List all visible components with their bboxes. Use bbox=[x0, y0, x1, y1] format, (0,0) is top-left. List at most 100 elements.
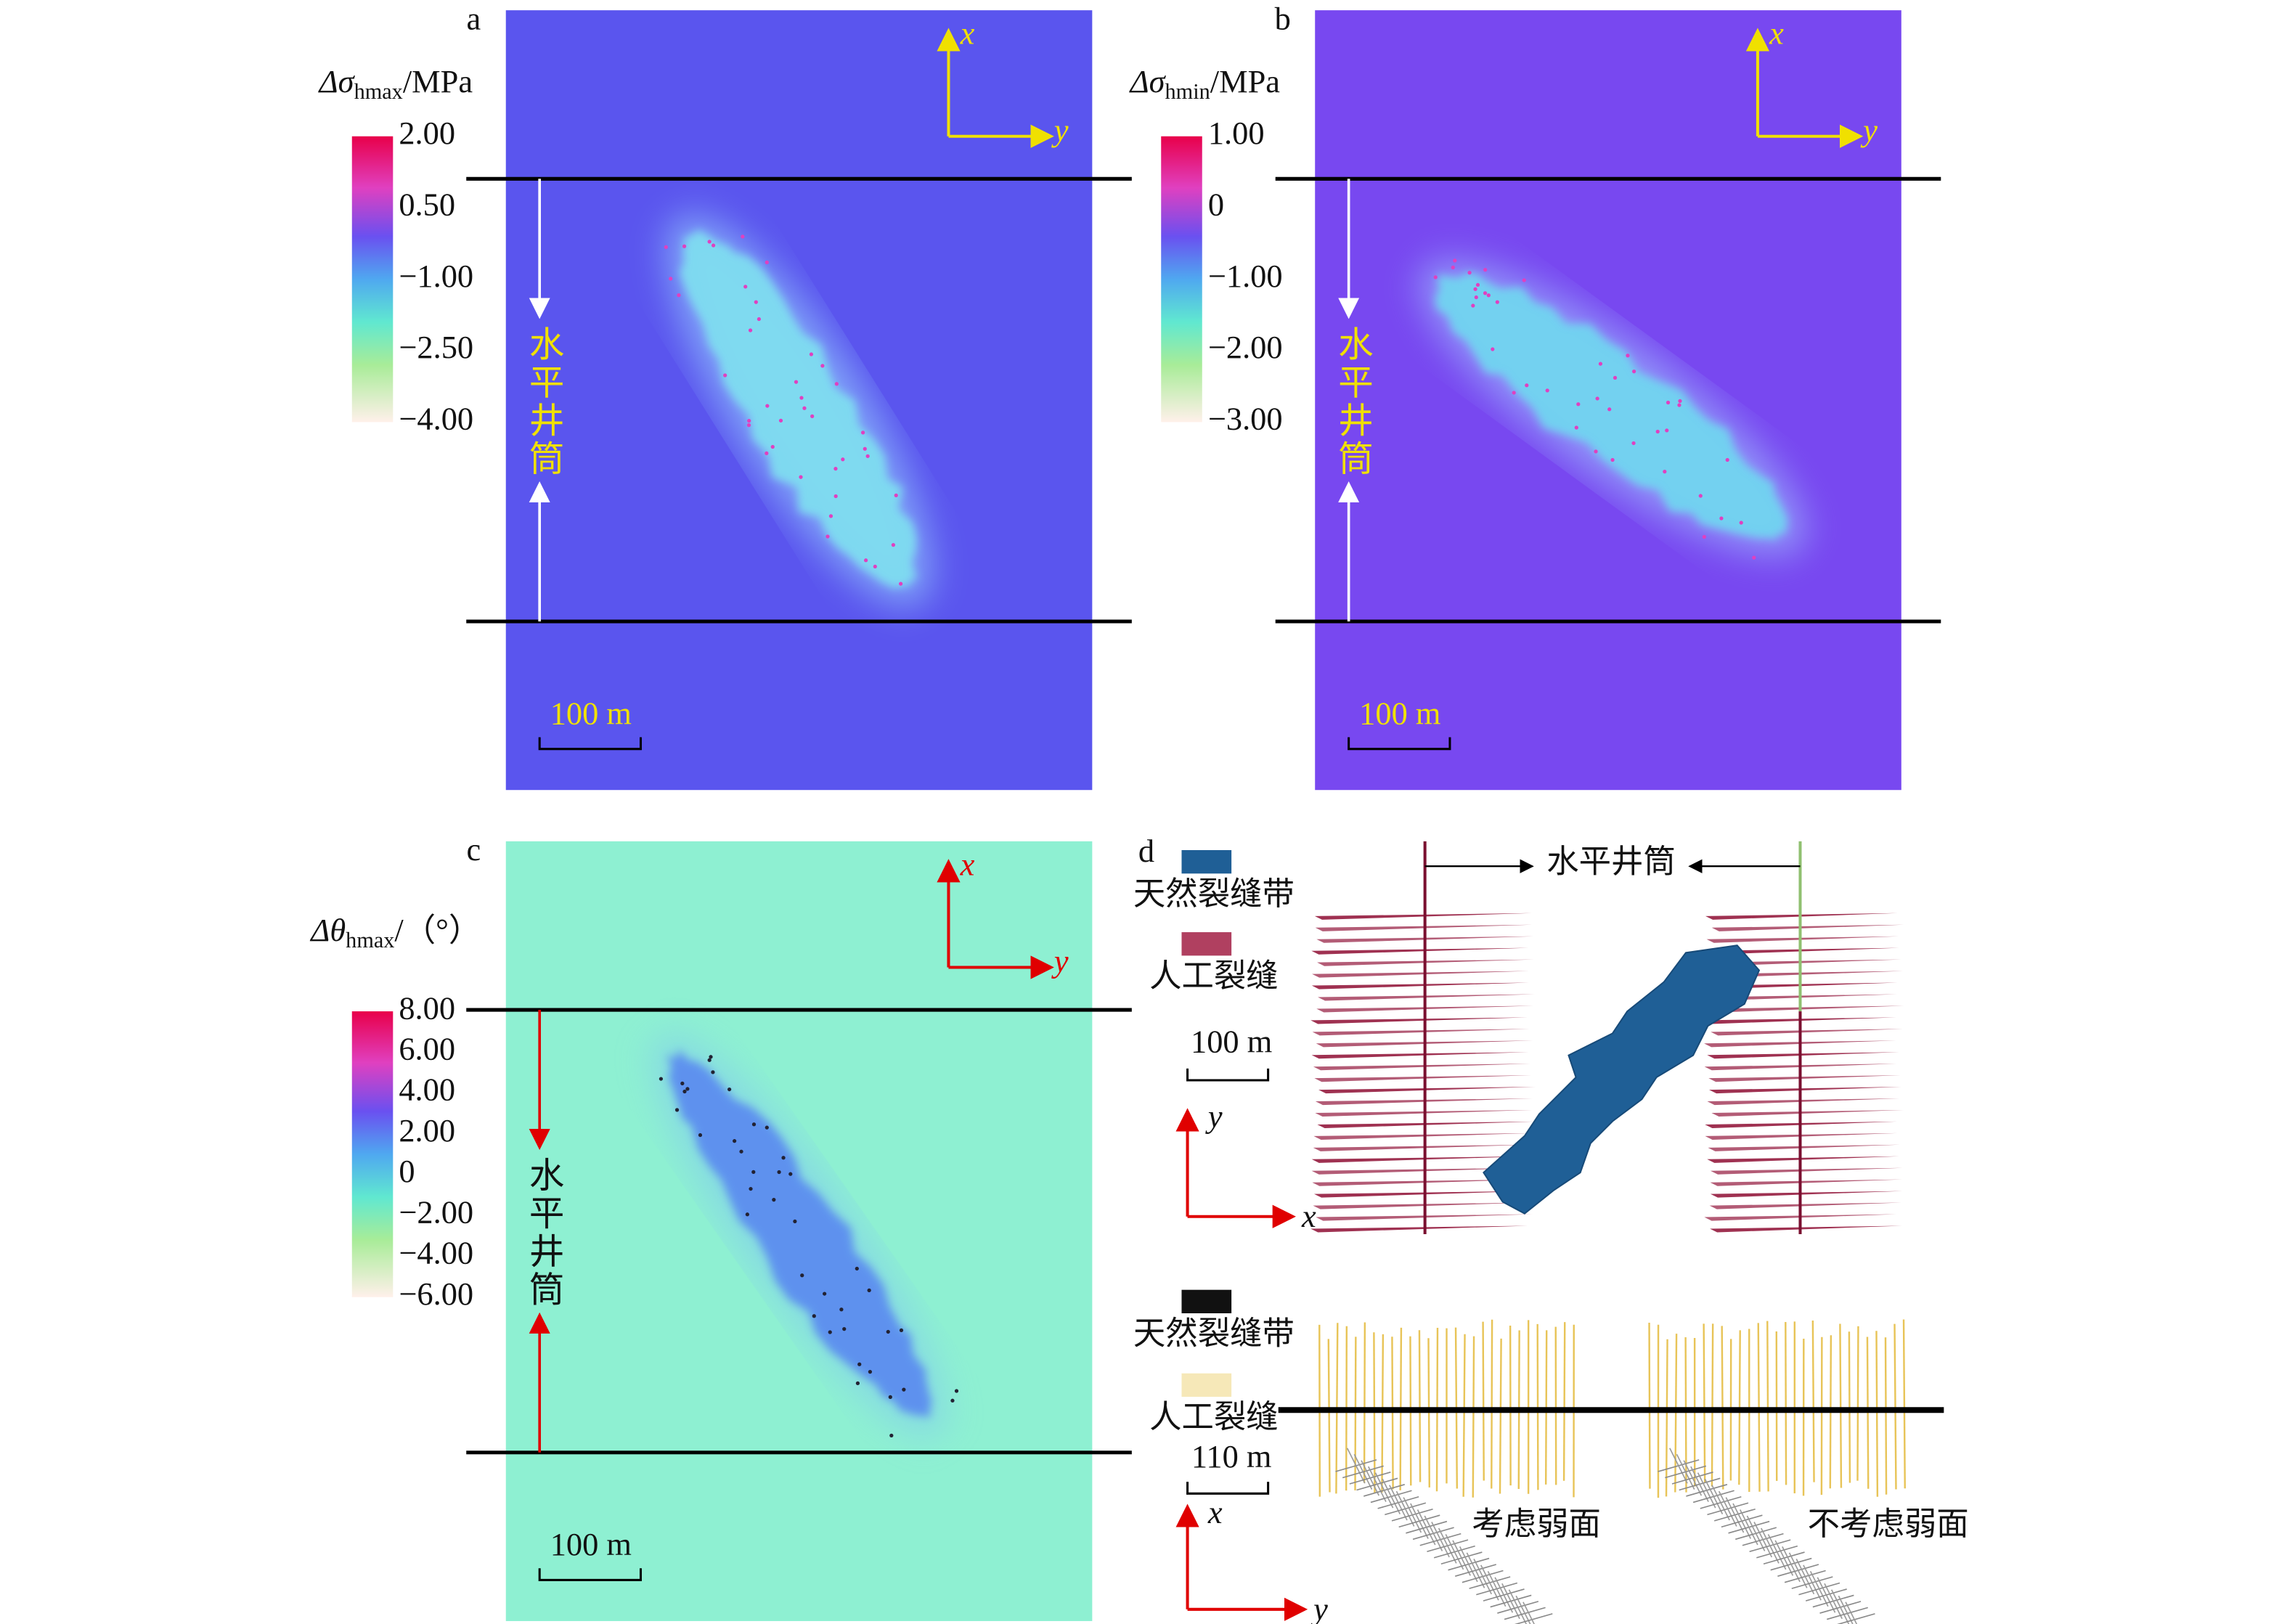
colorbar-title-part: /MPa bbox=[403, 63, 473, 99]
natural-fracture bbox=[1746, 1515, 1766, 1551]
wellbore-label: 水平井筒 bbox=[1333, 325, 1373, 478]
natural-fracture bbox=[1424, 1515, 1443, 1551]
fracture-dot bbox=[1467, 271, 1472, 275]
natural-fracture bbox=[1761, 1527, 1780, 1564]
natural-fracture bbox=[1838, 1595, 1854, 1624]
colorbar-tick-label: −4.00 bbox=[399, 401, 473, 437]
fracture-dot bbox=[746, 423, 751, 428]
fracture-dot bbox=[1453, 258, 1457, 263]
natural-fracture bbox=[1676, 1453, 1695, 1490]
hydraulic-fracture bbox=[1311, 1167, 1529, 1175]
fracture-dot bbox=[828, 1330, 832, 1334]
natural-fracture bbox=[1416, 1509, 1436, 1546]
fracture-dot bbox=[1451, 265, 1455, 269]
hydraulic-fracture bbox=[1314, 1075, 1532, 1082]
hydraulic-fracture bbox=[1482, 1321, 1485, 1481]
fracture-dot bbox=[865, 454, 870, 458]
natural-fracture bbox=[1739, 1509, 1758, 1546]
hydraulic-fracture bbox=[1491, 1319, 1493, 1489]
panel-label: c bbox=[466, 831, 481, 868]
legend-swatch bbox=[1181, 849, 1232, 874]
hydraulic-fracture bbox=[1712, 1005, 1904, 1013]
colorbar-title-part: Δσ bbox=[318, 63, 356, 99]
fracture-dot bbox=[833, 494, 838, 499]
fracture-dot bbox=[1486, 293, 1491, 298]
fracture-dot bbox=[834, 382, 839, 386]
hydraulic-fracture bbox=[1391, 1337, 1394, 1490]
colorbar-title-part: Δθ bbox=[309, 912, 346, 948]
colorbar-title-part: hmin bbox=[1165, 79, 1210, 104]
fracture-dot bbox=[723, 373, 727, 378]
hydraulic-fracture bbox=[1703, 1323, 1706, 1482]
natural-fracture bbox=[1803, 1564, 1822, 1601]
colorbar-tick-label: −3.00 bbox=[1208, 401, 1283, 437]
fracture-dot bbox=[863, 446, 867, 451]
hydraulic-fracture bbox=[1811, 1320, 1815, 1482]
hydraulic-fracture bbox=[1856, 1326, 1859, 1481]
hydraulic-fracture bbox=[1709, 1087, 1901, 1094]
colorbar-title: Δσhmax/MPa bbox=[318, 63, 473, 104]
colorbar-tick-label: 2.00 bbox=[399, 1112, 455, 1148]
fracture-dot bbox=[1475, 282, 1480, 287]
hydraulic-fracture bbox=[1665, 1339, 1668, 1497]
fracture-dot bbox=[709, 1055, 713, 1059]
natural-fracture bbox=[1767, 1534, 1787, 1570]
natural-fracture bbox=[1697, 1472, 1716, 1509]
colorbar-tick-label: 6.00 bbox=[399, 1031, 455, 1067]
colorbar-title-part: /MPa bbox=[1210, 63, 1281, 99]
hydraulic-fracture bbox=[1472, 1336, 1475, 1498]
hydraulic-fracture bbox=[1706, 936, 1899, 943]
fracture-dot bbox=[860, 431, 865, 435]
hydraulic-fracture bbox=[1710, 1179, 1902, 1186]
colorbar-tick-label: −1.00 bbox=[399, 258, 473, 294]
fracture-dot bbox=[794, 380, 799, 384]
colorbar-tick-label: 0.50 bbox=[399, 186, 455, 222]
fracture-dot bbox=[1471, 303, 1475, 308]
fracture-dot bbox=[741, 234, 745, 239]
fracture-dot bbox=[772, 1198, 776, 1202]
colorbar-tick-label: 4.00 bbox=[399, 1072, 455, 1108]
fracture-dot bbox=[868, 1369, 873, 1374]
colorbar-tick-label: 0 bbox=[1208, 186, 1224, 222]
fracture-dot bbox=[1433, 275, 1438, 279]
hydraulic-fracture bbox=[1785, 1321, 1787, 1485]
hydraulic-fracture bbox=[1710, 1191, 1903, 1198]
hydraulic-fracture bbox=[1711, 1029, 1903, 1036]
fracture-dot bbox=[757, 317, 762, 322]
natural-fracture bbox=[1683, 1460, 1703, 1496]
natural-fracture bbox=[1438, 1527, 1457, 1564]
hydraulic-fracture bbox=[1418, 1330, 1422, 1482]
fracture-dot bbox=[799, 396, 804, 400]
natural-fracture bbox=[1494, 1577, 1514, 1613]
scale-label: 100 m bbox=[550, 695, 632, 731]
fracture-dot bbox=[1483, 291, 1488, 295]
hydraulic-fracture bbox=[1766, 1321, 1769, 1492]
fracture-dot bbox=[1666, 400, 1671, 405]
colorbar-title-part: hmax bbox=[354, 79, 403, 104]
colorbar-tick-label: −1.00 bbox=[1208, 258, 1283, 294]
wellbore-label: 水平井筒 bbox=[1546, 843, 1676, 879]
fracture-dot bbox=[1607, 407, 1612, 412]
hydraulic-fracture bbox=[1311, 982, 1529, 990]
fracture-dot bbox=[1719, 516, 1724, 521]
colorbar-tick-label: 8.00 bbox=[399, 990, 455, 1026]
hydraulic-fracture bbox=[1311, 1052, 1529, 1059]
hydraulic-fracture bbox=[1708, 1144, 1900, 1151]
hydraulic-fracture bbox=[1318, 1087, 1536, 1094]
fracture-dot bbox=[888, 1395, 892, 1399]
fracture-dot bbox=[863, 558, 868, 563]
fracture-dot bbox=[698, 1133, 703, 1138]
axis-label: x bbox=[1301, 1198, 1316, 1234]
hydraulic-fracture bbox=[1562, 1322, 1566, 1481]
natural-fracture bbox=[1501, 1583, 1520, 1620]
axis-label: x bbox=[1769, 15, 1784, 52]
legend-label: 天然裂缝带 bbox=[1133, 876, 1295, 912]
hydraulic-fracture bbox=[1311, 947, 1529, 955]
fracture-dot bbox=[809, 352, 814, 356]
hydraulic-fracture bbox=[1710, 1225, 1902, 1233]
fracture-dot bbox=[810, 414, 815, 419]
legend-label: 人工裂缝 bbox=[1149, 958, 1279, 994]
fracture-dot bbox=[1752, 555, 1756, 560]
fracture-dot bbox=[1613, 375, 1618, 380]
